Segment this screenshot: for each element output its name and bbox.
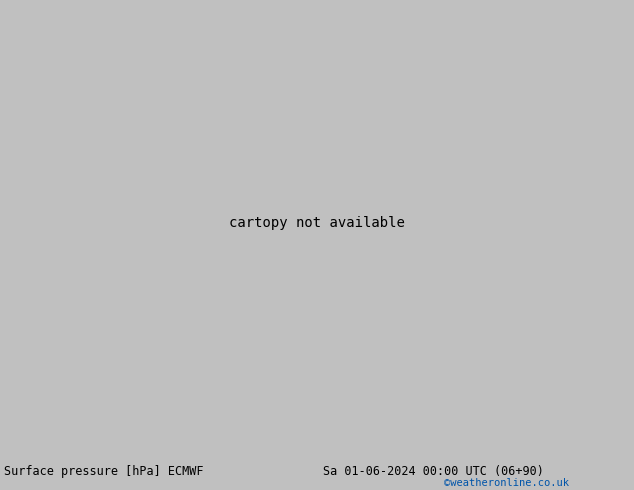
Text: Sa 01-06-2024 00:00 UTC (06+90): Sa 01-06-2024 00:00 UTC (06+90) [323,466,544,478]
Text: ©weatheronline.co.uk: ©weatheronline.co.uk [444,478,569,488]
Text: Surface pressure [hPa] ECMWF: Surface pressure [hPa] ECMWF [4,466,204,478]
Text: cartopy not available: cartopy not available [229,217,405,230]
